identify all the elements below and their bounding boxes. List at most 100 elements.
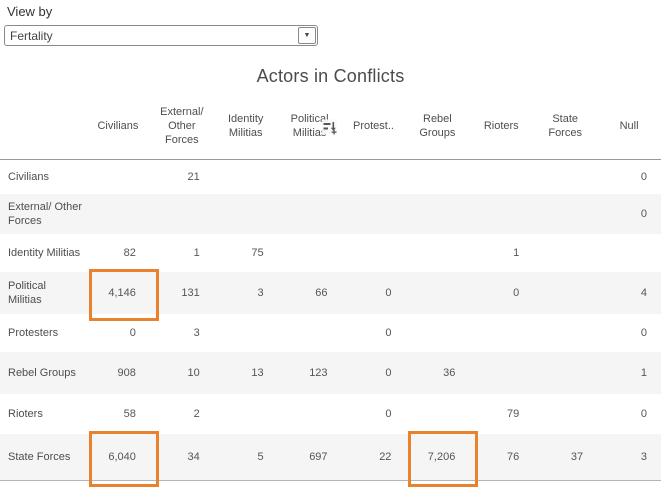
table-cell[interactable]	[86, 160, 150, 194]
table-cell[interactable]	[278, 160, 342, 194]
table-cell[interactable]: 0	[640, 208, 647, 220]
table-cell[interactable]	[533, 314, 597, 352]
table-cell[interactable]: 1	[193, 247, 200, 259]
row-header[interactable]: Identity Militias	[8, 246, 81, 259]
table-cell[interactable]: 697	[309, 451, 328, 463]
table-cell[interactable]	[342, 234, 406, 272]
table-cell[interactable]	[278, 234, 342, 272]
table-cell[interactable]	[533, 352, 597, 394]
table-cell[interactable]	[533, 272, 597, 314]
table-cell[interactable]: 123	[309, 367, 328, 379]
table-cell[interactable]	[86, 194, 150, 234]
table-cell[interactable]: 34	[187, 451, 200, 463]
table-cell[interactable]	[405, 234, 469, 272]
table-cell[interactable]	[278, 314, 342, 352]
table-cell[interactable]: 0	[640, 327, 647, 339]
table-cell[interactable]	[405, 194, 469, 234]
table-cell[interactable]	[278, 194, 342, 234]
column-header[interactable]: Null	[597, 95, 661, 159]
table-cell[interactable]: 79	[506, 408, 520, 420]
table-cell[interactable]	[405, 394, 469, 434]
table-cell[interactable]	[150, 194, 214, 234]
table-cell[interactable]: 131	[181, 287, 200, 299]
table-cell[interactable]: 13	[251, 367, 264, 379]
table-cell[interactable]: 75	[251, 247, 264, 259]
table-cell[interactable]	[278, 394, 342, 434]
table-cell[interactable]	[214, 314, 278, 352]
column-header[interactable]: Rioters	[469, 95, 533, 159]
column-header-row: Civilians External/ Other Forces Identity …	[0, 95, 661, 160]
highlight-box	[89, 431, 159, 487]
table-cell[interactable]	[533, 234, 597, 272]
view-by-selected-value: Fertality	[10, 28, 53, 43]
table-cell[interactable]: 22	[379, 451, 392, 463]
table-cell[interactable]	[469, 160, 533, 194]
table-cell[interactable]	[342, 194, 406, 234]
table-cell[interactable]: 3	[640, 451, 647, 463]
column-header[interactable]: Rebel Groups	[405, 95, 469, 159]
row-header[interactable]: Civilians	[8, 170, 49, 183]
table-cell[interactable]	[469, 194, 533, 234]
table-cell[interactable]: 4	[640, 287, 647, 299]
column-header-label: External/ Other Forces	[160, 106, 204, 146]
table-cell[interactable]: 7,206	[405, 431, 479, 487]
table-cell[interactable]: 58	[123, 408, 136, 420]
table-cell[interactable]: 5	[257, 451, 264, 463]
table-cell[interactable]: 0	[385, 327, 392, 339]
table-cell[interactable]	[214, 194, 278, 234]
table-cell[interactable]	[405, 272, 469, 314]
table-cell[interactable]: 3	[257, 287, 264, 299]
row-header[interactable]: Political Militias	[8, 279, 46, 306]
table-cell[interactable]: 1	[513, 247, 520, 259]
column-header[interactable]: Protest..	[342, 95, 406, 159]
sort-icon[interactable]	[321, 119, 337, 135]
table-cell[interactable]	[469, 314, 533, 352]
table-cell[interactable]	[597, 234, 661, 272]
row-header[interactable]: Rebel Groups	[8, 366, 76, 379]
row-header[interactable]: Protesters	[8, 326, 59, 339]
table-cell[interactable]: 0	[513, 287, 520, 299]
table-cell[interactable]	[214, 394, 278, 434]
column-header[interactable]: Identity Militias	[214, 95, 278, 159]
table-cell[interactable]: 0	[640, 408, 647, 420]
table-cell[interactable]	[469, 352, 533, 394]
column-header-label: Rebel Groups	[419, 113, 456, 139]
table-cell[interactable]: 0	[385, 408, 392, 420]
table-cell[interactable]: 2	[193, 408, 200, 420]
table-cell[interactable]	[533, 194, 597, 234]
column-header[interactable]: External/ Other Forces	[150, 95, 214, 159]
row-header[interactable]: External/ Other Forces	[8, 200, 82, 227]
table-cell[interactable]	[533, 394, 597, 434]
dropdown-arrow-button[interactable]: ▼	[298, 27, 316, 44]
table-cell[interactable]	[342, 160, 406, 194]
table-cell[interactable]: 21	[187, 171, 200, 183]
table-cell[interactable]	[214, 160, 278, 194]
table-cell[interactable]: 0	[129, 327, 136, 339]
table-cell[interactable]: 82	[123, 247, 136, 259]
row-header[interactable]: Rioters	[8, 407, 43, 420]
column-header[interactable]: Political Militias	[278, 95, 342, 159]
table-cell[interactable]: 37	[570, 451, 584, 463]
table-cell[interactable]	[405, 314, 469, 352]
table-cell[interactable]: 1	[640, 367, 647, 379]
view-by-dropdown[interactable]: Fertality ▼	[4, 25, 318, 46]
table-cell[interactable]: 0	[385, 287, 392, 299]
table-cell[interactable]: 4,146	[86, 269, 159, 321]
table-cell[interactable]: 76	[506, 451, 520, 463]
table-cell[interactable]: 6,040	[86, 431, 159, 487]
table-cell[interactable]: 36	[443, 367, 456, 379]
column-header-label: Political Militias	[290, 113, 329, 139]
table-cell[interactable]	[405, 160, 469, 194]
table-cell[interactable]: 3	[193, 327, 200, 339]
column-header[interactable]: State Forces	[533, 95, 597, 159]
row-header[interactable]: State Forces	[8, 450, 71, 463]
table-cell[interactable]	[533, 160, 597, 194]
corner-cell	[0, 95, 86, 159]
table-cell[interactable]: 0	[385, 367, 392, 379]
table-cell[interactable]: 908	[117, 367, 136, 379]
table-cell[interactable]: 10	[187, 367, 200, 379]
table-cell[interactable]: 0	[640, 171, 647, 183]
table-row: Rioters 58 2 0 79 0	[0, 394, 661, 434]
table-cell[interactable]: 66	[315, 287, 328, 299]
column-header[interactable]: Civilians	[86, 95, 150, 159]
